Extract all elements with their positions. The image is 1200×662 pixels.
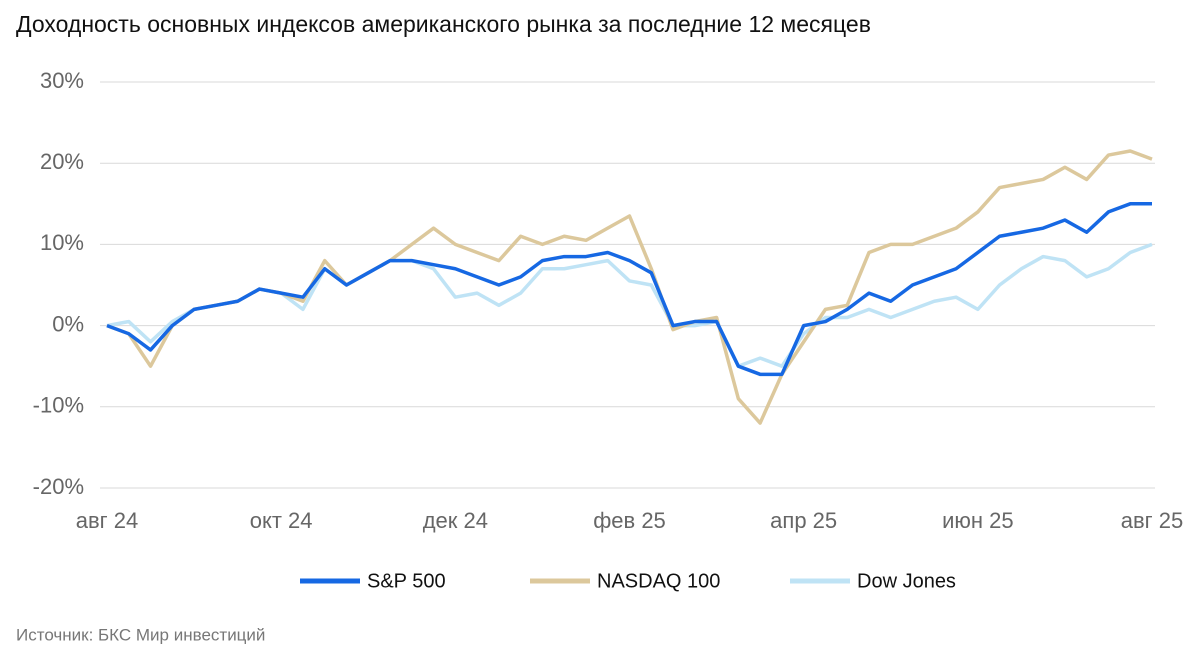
x-tick-label: авг 25 [1121,508,1184,533]
x-tick-label: июн 25 [942,508,1014,533]
series-line [106,149,1153,425]
y-tick-label: 0% [52,311,84,336]
legend-label: Dow Jones [857,570,956,592]
x-tick-label: окт 24 [250,508,313,533]
series-line [106,242,1153,368]
chart-title: Доходность основных индексов американско… [16,11,871,37]
y-tick-label: 20% [40,149,84,174]
y-tick-label: 30% [40,68,84,93]
x-tick-label: фев 25 [593,508,666,533]
y-tick-label: -20% [33,474,84,499]
source: Источник: БКС Мир инвестиций [16,625,265,644]
x-tick-label: апр 25 [770,508,837,533]
y-tick-label: -10% [33,393,84,418]
legend-label: S&P 500 [367,570,446,592]
legend-label: NASDAQ 100 [597,570,720,592]
x-tick-label: дек 24 [423,508,488,533]
y-tick-label: 10% [40,230,84,255]
series-line [106,202,1152,377]
x-tick-label: авг 24 [76,508,139,533]
